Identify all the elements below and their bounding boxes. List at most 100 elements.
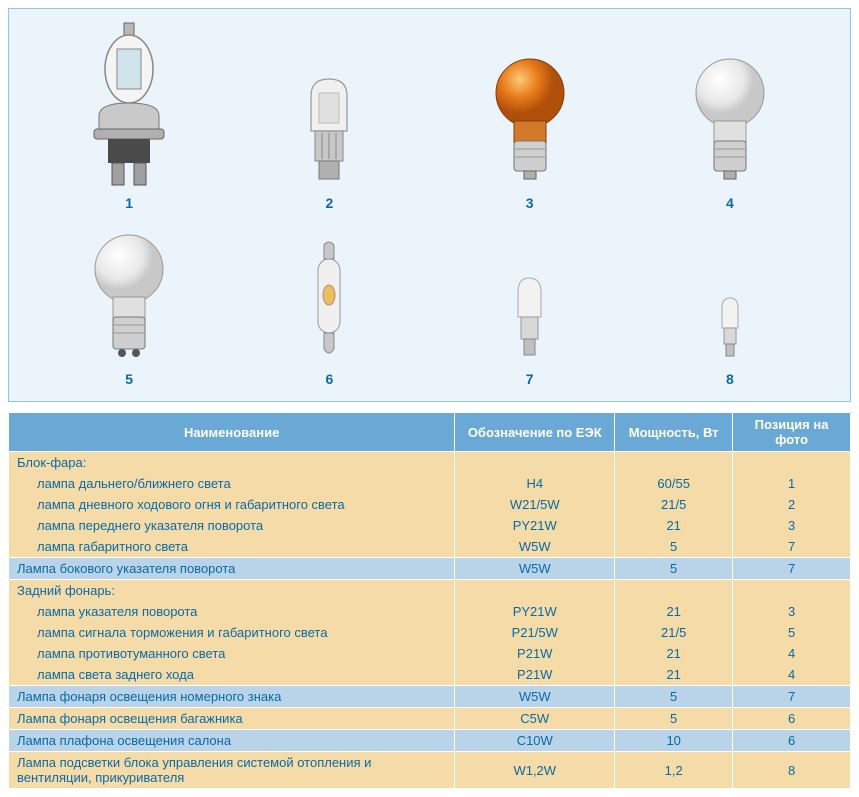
col-pos: Позиция на фото [733, 413, 851, 452]
cell-power: 5 [615, 708, 733, 730]
bulb-cell-7: 7 [434, 217, 626, 387]
table-row: Лампа фонаря освещения багажникаC5W56 [9, 708, 851, 730]
cell-name: Лампа бокового указателя поворота [9, 558, 455, 580]
cell-pos: 7 [733, 558, 851, 580]
table-header-row: Наименование Обозначение по ЕЭК Мощность… [9, 413, 851, 452]
cell-code: P21W [455, 664, 615, 686]
cell-pos: 3 [733, 515, 851, 536]
bulb-wedge-large-icon [289, 21, 369, 191]
bulb-wedge-tiny-icon [709, 217, 751, 367]
cell-power: 5 [615, 536, 733, 558]
cell-name: Задний фонарь: [9, 580, 455, 602]
table-row: лампа дальнего/ближнего светаH460/551 [9, 473, 851, 494]
col-name: Наименование [9, 413, 455, 452]
cell-pos [733, 580, 851, 602]
cell-power: 21 [615, 643, 733, 664]
cell-name: Лампа фонаря освещения номерного знака [9, 686, 455, 708]
bulb-wedge-small-icon [502, 217, 557, 367]
cell-power: 10 [615, 730, 733, 752]
cell-pos: 5 [733, 622, 851, 643]
cell-power: 5 [615, 558, 733, 580]
bulbs-figure-panel: 1 2 [8, 8, 851, 402]
cell-code: W5W [455, 536, 615, 558]
table-row: лампа указателя поворотаPY21W213 [9, 601, 851, 622]
cell-pos: 6 [733, 708, 851, 730]
bulb-caption: 5 [125, 371, 133, 387]
bulb-row-1: 1 2 [29, 21, 830, 211]
cell-name: лампа сигнала торможения и габаритного с… [9, 622, 455, 643]
cell-code: PY21W [455, 601, 615, 622]
table-row: Лампа подсветки блока управления системо… [9, 752, 851, 789]
cell-code: C10W [455, 730, 615, 752]
cell-name: лампа дневного ходового огня и габаритно… [9, 494, 455, 515]
cell-name: лампа переднего указателя поворота [9, 515, 455, 536]
table-row: Блок-фара: [9, 452, 851, 474]
bulb-cell-4: 4 [634, 21, 826, 211]
bulb-cell-8: 8 [634, 217, 826, 387]
bulb-cell-3: 3 [434, 21, 626, 211]
cell-pos: 4 [733, 643, 851, 664]
cell-pos [733, 452, 851, 474]
col-code: Обозначение по ЕЭК [455, 413, 615, 452]
cell-name: Блок-фара: [9, 452, 455, 474]
spec-table: Наименование Обозначение по ЕЭК Мощность… [8, 412, 851, 789]
table-row: Лампа фонаря освещения номерного знакаW5… [9, 686, 851, 708]
cell-code: W5W [455, 558, 615, 580]
table-row: Лампа бокового указателя поворотаW5W57 [9, 558, 851, 580]
cell-code: W21/5W [455, 494, 615, 515]
cell-code: H4 [455, 473, 615, 494]
table-row: лампа противотуманного светаP21W214 [9, 643, 851, 664]
cell-code: C5W [455, 708, 615, 730]
cell-power: 21/5 [615, 494, 733, 515]
bulb-caption: 4 [726, 195, 734, 211]
col-power: Мощность, Вт [615, 413, 733, 452]
cell-power: 60/55 [615, 473, 733, 494]
cell-pos: 8 [733, 752, 851, 789]
cell-code: P21/5W [455, 622, 615, 643]
cell-pos: 7 [733, 686, 851, 708]
cell-name: лампа габаритного света [9, 536, 455, 558]
table-row: лампа сигнала торможения и габаритного с… [9, 622, 851, 643]
bulb-cell-2: 2 [233, 21, 425, 211]
bulb-festoon-icon [299, 217, 359, 367]
table-row: лампа дневного ходового огня и габаритно… [9, 494, 851, 515]
cell-code: W1,2W [455, 752, 615, 789]
bulb-caption: 7 [526, 371, 534, 387]
bulb-caption: 2 [325, 195, 333, 211]
cell-pos: 4 [733, 664, 851, 686]
bulb-caption: 6 [325, 371, 333, 387]
table-row: Лампа плафона освещения салонаC10W106 [9, 730, 851, 752]
cell-pos: 7 [733, 536, 851, 558]
cell-name: лампа света заднего хода [9, 664, 455, 686]
cell-pos: 1 [733, 473, 851, 494]
cell-code [455, 452, 615, 474]
bulb-clear-single-icon [680, 21, 780, 191]
bulb-cell-6: 6 [233, 217, 425, 387]
cell-name: лампа противотуманного света [9, 643, 455, 664]
cell-pos: 2 [733, 494, 851, 515]
cell-code: P21W [455, 643, 615, 664]
cell-power [615, 580, 733, 602]
cell-power: 5 [615, 686, 733, 708]
bulb-cell-1: 1 [33, 21, 225, 211]
cell-name: Лампа плафона освещения салона [9, 730, 455, 752]
cell-code [455, 580, 615, 602]
table-row: лампа переднего указателя поворотаPY21W2… [9, 515, 851, 536]
cell-power: 21/5 [615, 622, 733, 643]
bulb-caption: 3 [526, 195, 534, 211]
cell-name: лампа указателя поворота [9, 601, 455, 622]
bulb-amber-icon [480, 21, 580, 191]
bulb-clear-double-icon [79, 217, 179, 367]
table-row: лампа света заднего ходаP21W214 [9, 664, 851, 686]
cell-pos: 3 [733, 601, 851, 622]
bulb-caption: 1 [125, 195, 133, 211]
cell-power: 21 [615, 601, 733, 622]
bulb-h4-icon [74, 21, 184, 191]
cell-power: 21 [615, 664, 733, 686]
bulb-caption: 8 [726, 371, 734, 387]
bulb-row-2: 5 6 7 [29, 217, 830, 387]
cell-name: лампа дальнего/ближнего света [9, 473, 455, 494]
cell-power: 21 [615, 515, 733, 536]
table-row: Задний фонарь: [9, 580, 851, 602]
cell-name: Лампа подсветки блока управления системо… [9, 752, 455, 789]
